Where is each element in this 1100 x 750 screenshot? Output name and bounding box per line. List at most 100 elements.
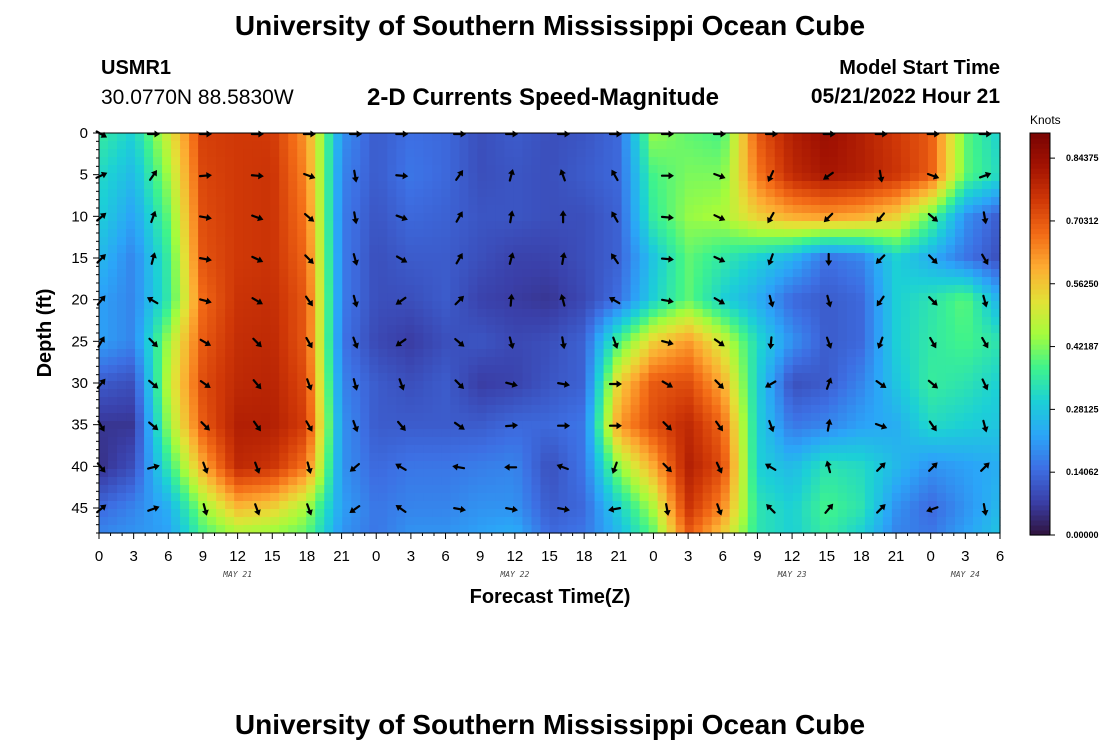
- heatmap-cell: [711, 461, 722, 470]
- heatmap-cell: [846, 445, 857, 454]
- heatmap-cell: [954, 501, 965, 510]
- heatmap-cell: [567, 229, 578, 238]
- heatmap-cell: [414, 349, 424, 358]
- heatmap-cell: [324, 493, 334, 502]
- heatmap-cell: [747, 421, 758, 430]
- heatmap-cell: [189, 213, 199, 222]
- heatmap-cell: [288, 389, 298, 398]
- heatmap-cell: [108, 237, 118, 246]
- heatmap-cell: [153, 493, 163, 502]
- heatmap-cell: [144, 381, 154, 390]
- heatmap-cell: [351, 517, 361, 526]
- heatmap-cell: [729, 269, 740, 278]
- heatmap-cell: [405, 349, 415, 358]
- heatmap-cell: [594, 437, 605, 446]
- heatmap-cell: [243, 277, 253, 286]
- heatmap-cell: [873, 245, 884, 254]
- heatmap-cell: [585, 157, 596, 166]
- heatmap-cell: [783, 365, 794, 374]
- heatmap-cell: [162, 493, 172, 502]
- heatmap-cell: [225, 285, 235, 294]
- heatmap-cell: [981, 477, 992, 486]
- heatmap-cell: [288, 173, 298, 182]
- heatmap-cell: [621, 237, 632, 246]
- heatmap-cell: [540, 261, 551, 270]
- heatmap-cell: [270, 277, 280, 286]
- heatmap-cell: [387, 405, 397, 414]
- heatmap-cell: [936, 325, 947, 334]
- heatmap-cell: [531, 189, 542, 198]
- heatmap-cell: [585, 469, 596, 478]
- heatmap-cell: [891, 221, 902, 230]
- heatmap-cell: [513, 429, 524, 438]
- heatmap-cell: [522, 189, 533, 198]
- heatmap-cell: [873, 141, 884, 150]
- heatmap-cell: [756, 245, 767, 254]
- heatmap-cell: [990, 501, 1001, 510]
- heatmap-cell: [972, 341, 983, 350]
- heatmap-cell: [459, 293, 470, 302]
- heatmap-cell: [459, 141, 470, 150]
- heatmap-cell: [522, 237, 533, 246]
- heatmap-cell: [324, 445, 334, 454]
- heatmap-cell: [639, 445, 650, 454]
- heatmap-cell: [954, 349, 965, 358]
- heatmap-cell: [738, 205, 749, 214]
- heatmap-cell: [216, 253, 226, 262]
- heatmap-cell: [801, 197, 812, 206]
- heatmap-cell: [414, 277, 424, 286]
- heatmap-cell: [792, 261, 803, 270]
- heatmap-cell: [225, 445, 235, 454]
- heatmap-cell: [585, 461, 596, 470]
- heatmap-cell: [774, 397, 785, 406]
- heatmap-cell: [297, 293, 307, 302]
- heatmap-cell: [117, 165, 127, 174]
- heatmap-cell: [828, 525, 839, 534]
- heatmap-cell: [603, 237, 614, 246]
- heatmap-cell: [585, 293, 596, 302]
- heatmap-cell: [162, 181, 172, 190]
- heatmap-cell: [504, 501, 515, 510]
- heatmap-cell: [783, 397, 794, 406]
- heatmap-cell: [891, 133, 902, 142]
- heatmap-cell: [810, 333, 821, 342]
- heatmap-cell: [945, 277, 956, 286]
- heatmap-cell: [261, 229, 271, 238]
- heatmap-cell: [855, 389, 866, 398]
- heatmap-cell: [549, 357, 560, 366]
- heatmap-cell: [747, 221, 758, 230]
- heatmap-cell: [666, 493, 677, 502]
- heatmap-cell: [630, 525, 641, 534]
- heatmap-cell: [279, 237, 289, 246]
- heatmap-cell: [945, 325, 956, 334]
- heatmap-cell: [522, 229, 533, 238]
- heatmap-cell: [117, 293, 127, 302]
- heatmap-cell: [108, 413, 118, 422]
- heatmap-cell: [108, 453, 118, 462]
- heatmap-cell: [288, 525, 298, 534]
- heatmap-cell: [819, 405, 830, 414]
- heatmap-cell: [639, 341, 650, 350]
- heatmap-cell: [513, 205, 524, 214]
- heatmap-cell: [234, 381, 244, 390]
- heatmap-cell: [198, 445, 208, 454]
- heatmap-cell: [225, 245, 235, 254]
- heatmap-cell: [423, 173, 433, 182]
- heatmap-cell: [684, 501, 695, 510]
- heatmap-cell: [783, 293, 794, 302]
- heatmap-cell: [396, 525, 406, 534]
- heatmap-cell: [729, 293, 740, 302]
- heatmap-cell: [594, 413, 605, 422]
- heatmap-cell: [441, 525, 451, 534]
- heatmap-cell: [702, 149, 713, 158]
- heatmap-cell: [135, 357, 145, 366]
- heatmap-cell: [378, 269, 388, 278]
- heatmap-cell: [945, 221, 956, 230]
- heatmap-cell: [882, 325, 893, 334]
- heatmap-cell: [216, 341, 226, 350]
- heatmap-cell: [621, 525, 632, 534]
- heatmap-cell: [756, 149, 767, 158]
- heatmap-cell: [216, 261, 226, 270]
- heatmap-cell: [360, 245, 370, 254]
- heatmap-cell: [810, 197, 821, 206]
